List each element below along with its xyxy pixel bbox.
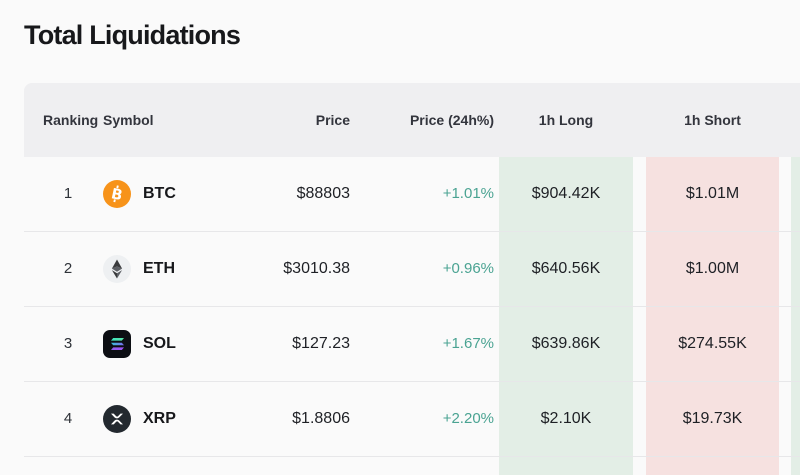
short-1h-value: $1.01M [685,185,740,202]
header-symbol: Symbol [103,112,154,128]
rank-value: 3 [63,335,73,352]
symbol-cell: XRP [103,382,263,456]
short-1h-value: $274.55K [678,335,747,352]
price-value: $1.8806 [292,410,350,427]
header-price: Price [315,112,350,128]
sol-icon [103,330,131,358]
btc-icon: B [103,180,131,208]
table-row-xrp[interactable]: 4 XRP $1.8806 +2.20% $2.10K $19.73K [24,382,800,457]
symbol-cell: ETH [103,232,263,306]
eth-icon [103,255,131,283]
symbol-label: SOL [143,335,176,352]
next-column-highlight-cropped [791,157,800,475]
table-row-sol[interactable]: 3 [24,307,800,382]
liquidations-table: Ranking Symbol Price Price (24h%) 1h Lon… [24,83,800,475]
header-1h-short: 1h Short [684,112,741,128]
price-value: $127.23 [292,335,350,352]
short-1h-value: $1.00M [685,260,740,277]
long-1h-value: $639.86K [531,335,601,352]
symbol-label: ETH [143,260,175,277]
long-column-highlight [499,157,633,475]
long-1h-value: $2.10K [540,410,592,427]
rank-value: 1 [63,185,73,202]
table-body: 1 B BTC $88803 +1.01% $904.42K $1.0 [24,157,800,457]
table-row-eth[interactable]: 2 ETH $3010.38 +0.96% $640.56K $1.00M [24,232,800,307]
svg-text:B: B [110,186,124,204]
price-value: $3010.38 [283,260,350,277]
header-price-24h: Price (24h%) [409,112,494,128]
change-24h-value: +1.01% [442,185,494,202]
change-24h-value: +0.96% [442,260,494,277]
short-column-highlight [646,157,779,475]
symbol-label: BTC [143,185,176,202]
header-1h-long: 1h Long [538,112,594,128]
price-value: $88803 [296,185,350,202]
symbol-cell: B BTC [103,157,263,231]
rank-value: 2 [63,260,73,277]
rank-value: 4 [63,410,73,427]
table-header: Ranking Symbol Price Price (24h%) 1h Lon… [24,83,800,157]
long-1h-value: $904.42K [531,185,601,202]
symbol-cell: SOL [103,307,263,381]
header-ranking: Ranking [43,112,99,128]
symbol-label: XRP [143,410,176,427]
page-title: Total Liquidations [24,20,241,50]
table-row-btc[interactable]: 1 B BTC $88803 +1.01% $904.42K $1.0 [24,157,800,232]
change-24h-value: +1.67% [442,335,494,352]
long-1h-value: $640.56K [531,260,601,277]
xrp-icon [103,405,131,433]
change-24h-value: +2.20% [442,410,494,427]
short-1h-value: $19.73K [682,410,743,427]
